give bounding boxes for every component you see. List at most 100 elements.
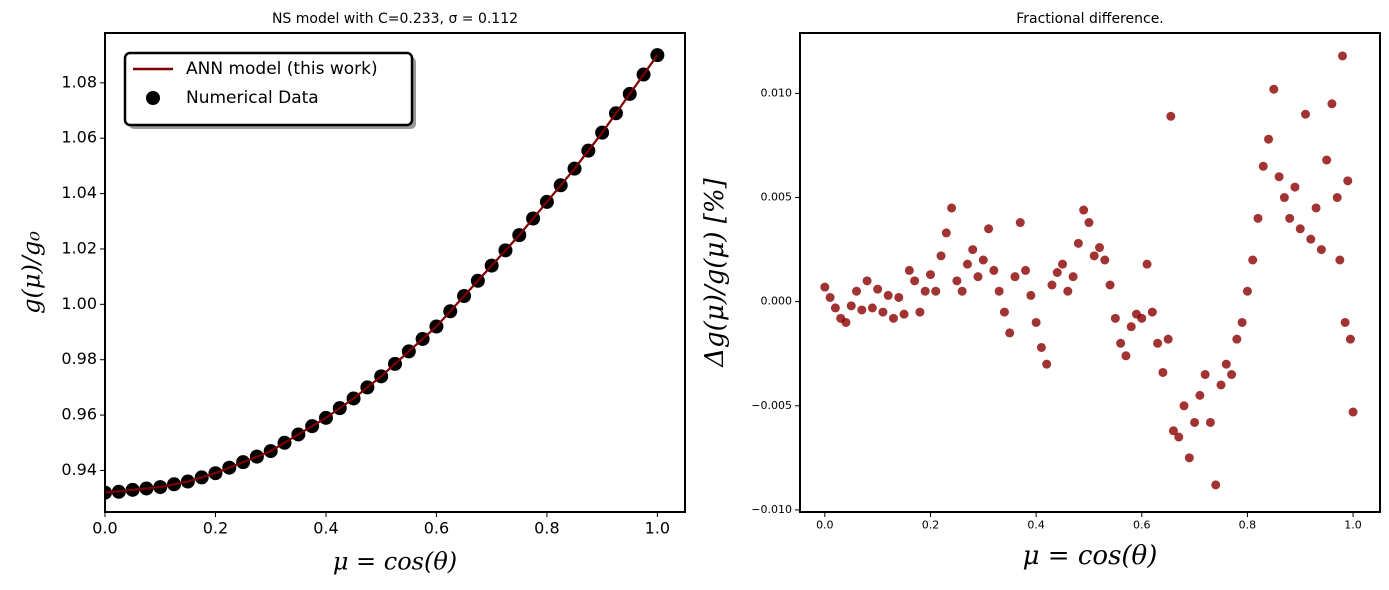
point bbox=[1005, 328, 1015, 338]
y-tick-label: 0.94 bbox=[61, 460, 97, 479]
point bbox=[1290, 182, 1300, 192]
point bbox=[920, 286, 930, 296]
point bbox=[1221, 359, 1231, 369]
point bbox=[1147, 307, 1157, 317]
point bbox=[1126, 322, 1136, 332]
point bbox=[1026, 290, 1036, 300]
point bbox=[857, 305, 867, 315]
point bbox=[1200, 370, 1210, 380]
point bbox=[1047, 280, 1057, 290]
point bbox=[1179, 401, 1189, 411]
point bbox=[1279, 193, 1289, 203]
point bbox=[1306, 234, 1316, 244]
point bbox=[1345, 334, 1355, 344]
x-axis-label: μ = cos(θ) bbox=[1023, 541, 1158, 571]
point bbox=[873, 284, 883, 294]
point bbox=[931, 286, 941, 296]
y-tick-label: 1.08 bbox=[61, 72, 97, 91]
point bbox=[852, 286, 862, 296]
point bbox=[915, 307, 925, 317]
legend bbox=[123, 51, 414, 127]
point bbox=[984, 224, 994, 234]
point bbox=[1137, 313, 1147, 323]
point bbox=[1073, 238, 1083, 248]
point bbox=[978, 255, 988, 265]
point bbox=[1335, 255, 1345, 265]
x-tick-label: 0.8 bbox=[1239, 519, 1257, 532]
y-tick-label: 1.02 bbox=[61, 238, 97, 257]
point bbox=[994, 286, 1004, 296]
point bbox=[1010, 272, 1020, 282]
point bbox=[1166, 111, 1176, 121]
point bbox=[1068, 272, 1078, 282]
point bbox=[1058, 259, 1068, 269]
x-tick-label: 0.2 bbox=[922, 519, 940, 532]
point bbox=[1316, 245, 1326, 255]
legend-marker bbox=[146, 91, 160, 105]
point bbox=[1195, 390, 1205, 400]
point bbox=[1253, 213, 1263, 223]
chart-title: Fractional difference. bbox=[1016, 11, 1164, 27]
y-tick-label: −0.005 bbox=[751, 399, 792, 412]
x-tick-label: 0.6 bbox=[1133, 519, 1151, 532]
x-tick-label: 1.0 bbox=[1344, 519, 1362, 532]
y-tick-label: 0.000 bbox=[761, 295, 793, 308]
point bbox=[957, 286, 967, 296]
point bbox=[888, 313, 898, 323]
x-tick-label: 0.8 bbox=[534, 519, 559, 538]
point bbox=[1258, 161, 1268, 171]
point bbox=[1084, 218, 1094, 228]
y-tick-label: 0.96 bbox=[61, 405, 97, 424]
point bbox=[1168, 426, 1178, 436]
point bbox=[1031, 317, 1041, 327]
y-tick-label: 1.06 bbox=[61, 128, 97, 147]
point bbox=[1332, 193, 1342, 203]
point bbox=[1343, 176, 1353, 186]
point bbox=[878, 307, 888, 317]
point bbox=[1063, 286, 1073, 296]
point bbox=[1110, 313, 1120, 323]
point bbox=[999, 307, 1009, 317]
point bbox=[1036, 342, 1046, 352]
point bbox=[899, 309, 909, 319]
x-tick-label: 0.6 bbox=[424, 519, 449, 538]
point bbox=[973, 272, 983, 282]
point bbox=[1163, 334, 1173, 344]
x-tick-label: 0.4 bbox=[313, 519, 338, 538]
point bbox=[867, 303, 877, 313]
point bbox=[1274, 172, 1284, 182]
y-tick-label: 1.00 bbox=[61, 294, 97, 313]
x-tick-label: 0.2 bbox=[203, 519, 228, 538]
point bbox=[1269, 84, 1279, 94]
legend-label: Numerical Data bbox=[186, 88, 319, 108]
point bbox=[1340, 317, 1350, 327]
point bbox=[1021, 265, 1031, 275]
point bbox=[1211, 480, 1221, 490]
point bbox=[820, 282, 830, 292]
point bbox=[1337, 51, 1347, 61]
point bbox=[962, 259, 972, 269]
point bbox=[1095, 243, 1105, 253]
point bbox=[1190, 417, 1200, 427]
point bbox=[1322, 155, 1332, 165]
point bbox=[1015, 218, 1025, 228]
x-tick-label: 0.0 bbox=[816, 519, 834, 532]
point bbox=[846, 301, 856, 311]
point bbox=[1100, 255, 1110, 265]
point bbox=[1174, 432, 1184, 442]
point bbox=[894, 292, 904, 302]
line bbox=[105, 54, 659, 494]
y-axis-label: Δg(μ)/g(μ) [%] bbox=[700, 177, 730, 367]
point bbox=[883, 290, 893, 300]
x-tick-label: 1.0 bbox=[645, 519, 670, 538]
point bbox=[941, 228, 951, 238]
point bbox=[936, 251, 946, 261]
point bbox=[1121, 351, 1131, 361]
point bbox=[1116, 338, 1126, 348]
point bbox=[1052, 268, 1062, 277]
point bbox=[904, 265, 914, 275]
point bbox=[1184, 453, 1194, 463]
point bbox=[1242, 286, 1252, 296]
point bbox=[1237, 317, 1247, 327]
